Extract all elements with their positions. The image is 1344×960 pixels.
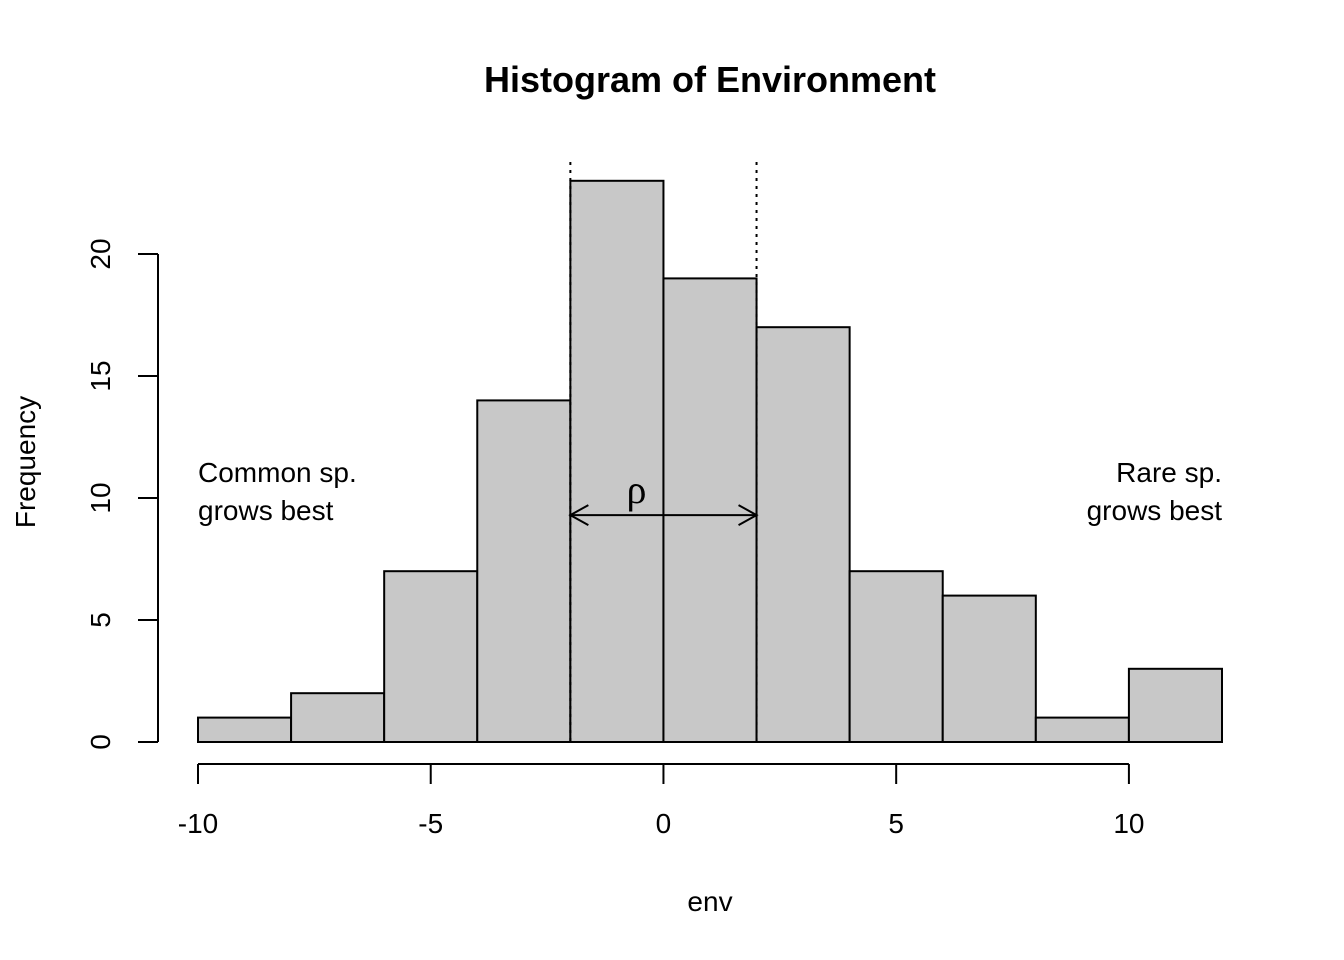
y-tick-label-1: 5 (85, 612, 116, 628)
histogram-bar-4 (569, 179, 665, 744)
histogram-bar-6 (755, 326, 851, 743)
rho-arrow-group: ρ (568, 467, 759, 526)
x-tick-label-3: 5 (888, 808, 904, 839)
y-tick-label-2: 10 (85, 482, 116, 513)
annotation-left-line1: Common sp. (198, 457, 357, 488)
bars-group (197, 179, 1223, 744)
histogram-bar-9 (1034, 716, 1130, 743)
histogram-bar-2 (383, 570, 479, 744)
rho-arrow-head-right (738, 504, 759, 526)
y-axis-ticks: 0 5 10 15 20 (85, 238, 158, 750)
histogram-bar-10 (1127, 667, 1223, 743)
y-axis-label: Frequency (10, 396, 41, 528)
x-tick-label-0: -10 (178, 808, 218, 839)
annotation-right-line2: grows best (1087, 495, 1223, 526)
y-tick-label-0: 0 (85, 734, 116, 750)
y-tick-label-3: 15 (85, 360, 116, 391)
x-tick-label-1: -5 (418, 808, 443, 839)
histogram-bar-5 (662, 277, 758, 743)
histogram-bar-1 (290, 692, 386, 744)
x-tick-label-4: 10 (1113, 808, 1144, 839)
y-tick-label-4: 20 (85, 238, 116, 269)
rho-arrow-head-left (568, 504, 589, 526)
x-tick-label-2: 0 (656, 808, 672, 839)
histogram-bar-3 (476, 399, 572, 743)
x-axis-ticks: -10 -5 0 5 10 (178, 764, 1144, 839)
rho-label: ρ (626, 467, 646, 512)
histogram-bar-0 (197, 716, 293, 743)
histogram-bar-7 (848, 570, 944, 744)
chart-title: Histogram of Environment (484, 59, 936, 100)
reference-lines (569, 162, 758, 742)
histogram-bar-8 (941, 594, 1037, 743)
x-axis-label: env (687, 886, 732, 917)
annotation-right-line1: Rare sp. (1116, 457, 1222, 488)
annotation-left-line2: grows best (198, 495, 334, 526)
